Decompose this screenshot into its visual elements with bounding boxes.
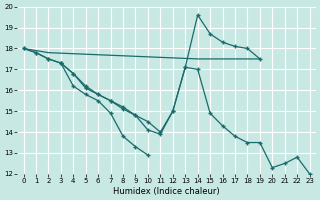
X-axis label: Humidex (Indice chaleur): Humidex (Indice chaleur) bbox=[113, 187, 220, 196]
